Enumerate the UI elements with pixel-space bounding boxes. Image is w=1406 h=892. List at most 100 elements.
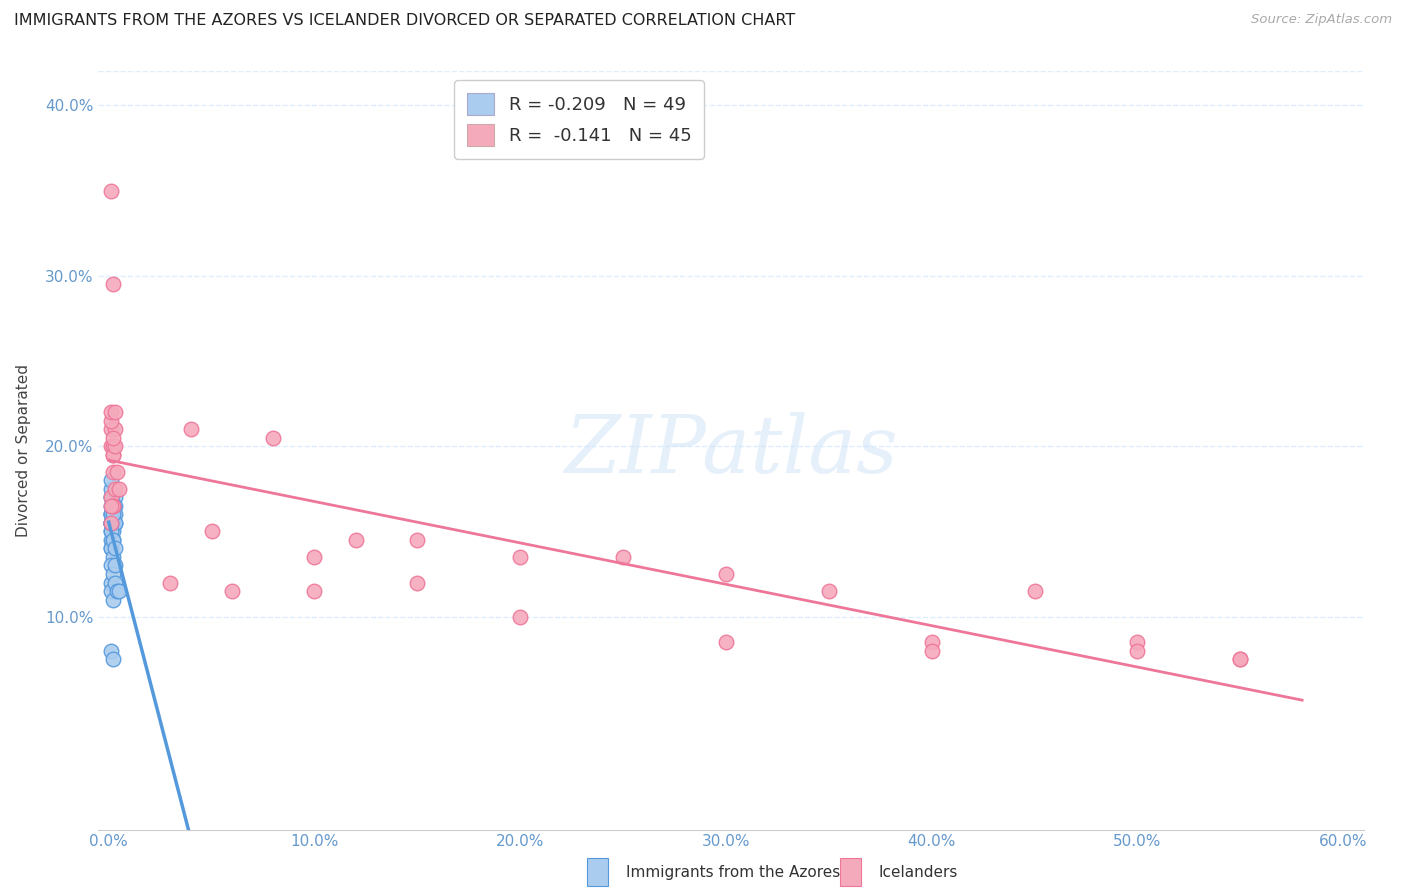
Point — [101, 549, 124, 564]
Point — [100, 516, 122, 530]
Point — [105, 465, 128, 479]
Point — [818, 584, 841, 599]
Y-axis label: Divorced or Separated: Divorced or Separated — [17, 364, 31, 537]
Point — [100, 422, 122, 436]
Point — [104, 558, 127, 573]
Point — [101, 516, 124, 530]
Point — [100, 584, 122, 599]
Point — [104, 541, 127, 556]
Point — [100, 516, 122, 530]
Text: IMMIGRANTS FROM THE AZORES VS ICELANDER DIVORCED OR SEPARATED CORRELATION CHART: IMMIGRANTS FROM THE AZORES VS ICELANDER … — [14, 13, 796, 29]
Point — [509, 609, 531, 624]
Point — [100, 516, 122, 530]
Point — [101, 499, 124, 513]
Text: Icelanders: Icelanders — [879, 865, 957, 880]
Point — [108, 482, 131, 496]
Point — [101, 448, 124, 462]
Point — [159, 575, 181, 590]
Point — [100, 491, 122, 505]
Point — [100, 558, 122, 573]
Point — [509, 549, 531, 564]
Point — [104, 491, 127, 505]
Point — [1024, 584, 1046, 599]
Point — [101, 592, 124, 607]
Text: Source: ZipAtlas.com: Source: ZipAtlas.com — [1251, 13, 1392, 27]
Point — [101, 448, 124, 462]
Point — [101, 508, 124, 522]
Text: ZIPatlas: ZIPatlas — [564, 412, 898, 489]
Point — [100, 575, 122, 590]
Point — [105, 584, 128, 599]
Point — [100, 508, 122, 522]
Point — [100, 499, 122, 513]
Point — [101, 499, 124, 513]
Point — [101, 524, 124, 539]
Point — [104, 516, 127, 530]
Point — [101, 465, 124, 479]
Legend: R = -0.209   N = 49, R =  -0.141   N = 45: R = -0.209 N = 49, R = -0.141 N = 45 — [454, 80, 704, 159]
Point — [100, 491, 122, 505]
Point — [344, 533, 367, 547]
Point — [104, 482, 127, 496]
Point — [101, 652, 124, 666]
Point — [104, 422, 127, 436]
Point — [100, 414, 122, 428]
Point — [714, 635, 737, 649]
Point — [104, 405, 127, 419]
Point — [304, 549, 326, 564]
Point — [104, 499, 127, 513]
Point — [101, 533, 124, 547]
Point — [104, 516, 127, 530]
Point — [101, 516, 124, 530]
Point — [262, 431, 284, 445]
Point — [101, 508, 124, 522]
Point — [1229, 652, 1251, 666]
Point — [100, 541, 122, 556]
Point — [714, 566, 737, 581]
Point — [101, 499, 124, 513]
Point — [100, 643, 122, 657]
Point — [921, 635, 943, 649]
Point — [104, 508, 127, 522]
Point — [406, 533, 429, 547]
Point — [100, 524, 122, 539]
Point — [100, 541, 122, 556]
Point — [108, 584, 131, 599]
Point — [104, 439, 127, 453]
Point — [101, 431, 124, 445]
Point — [1126, 635, 1149, 649]
Point — [100, 508, 122, 522]
Point — [1126, 643, 1149, 657]
Point — [100, 533, 122, 547]
Point — [100, 184, 122, 198]
Point — [100, 516, 122, 530]
Point — [100, 405, 122, 419]
Point — [100, 516, 122, 530]
Point — [221, 584, 243, 599]
Point — [100, 473, 122, 487]
Point — [101, 499, 124, 513]
Point — [180, 422, 202, 436]
Point — [101, 533, 124, 547]
Point — [100, 516, 122, 530]
Point — [100, 524, 122, 539]
Point — [101, 566, 124, 581]
Point — [101, 499, 124, 513]
Point — [100, 508, 122, 522]
Point — [1229, 652, 1251, 666]
Point — [100, 499, 122, 513]
Point — [100, 482, 122, 496]
Point — [200, 524, 222, 539]
Point — [101, 516, 124, 530]
Point — [612, 549, 634, 564]
Point — [921, 643, 943, 657]
Point — [406, 575, 429, 590]
Point — [100, 439, 122, 453]
Point — [101, 499, 124, 513]
Point — [100, 491, 122, 505]
Point — [104, 575, 127, 590]
Point — [101, 439, 124, 453]
Point — [101, 508, 124, 522]
Text: Immigrants from the Azores: Immigrants from the Azores — [626, 865, 839, 880]
Point — [304, 584, 326, 599]
